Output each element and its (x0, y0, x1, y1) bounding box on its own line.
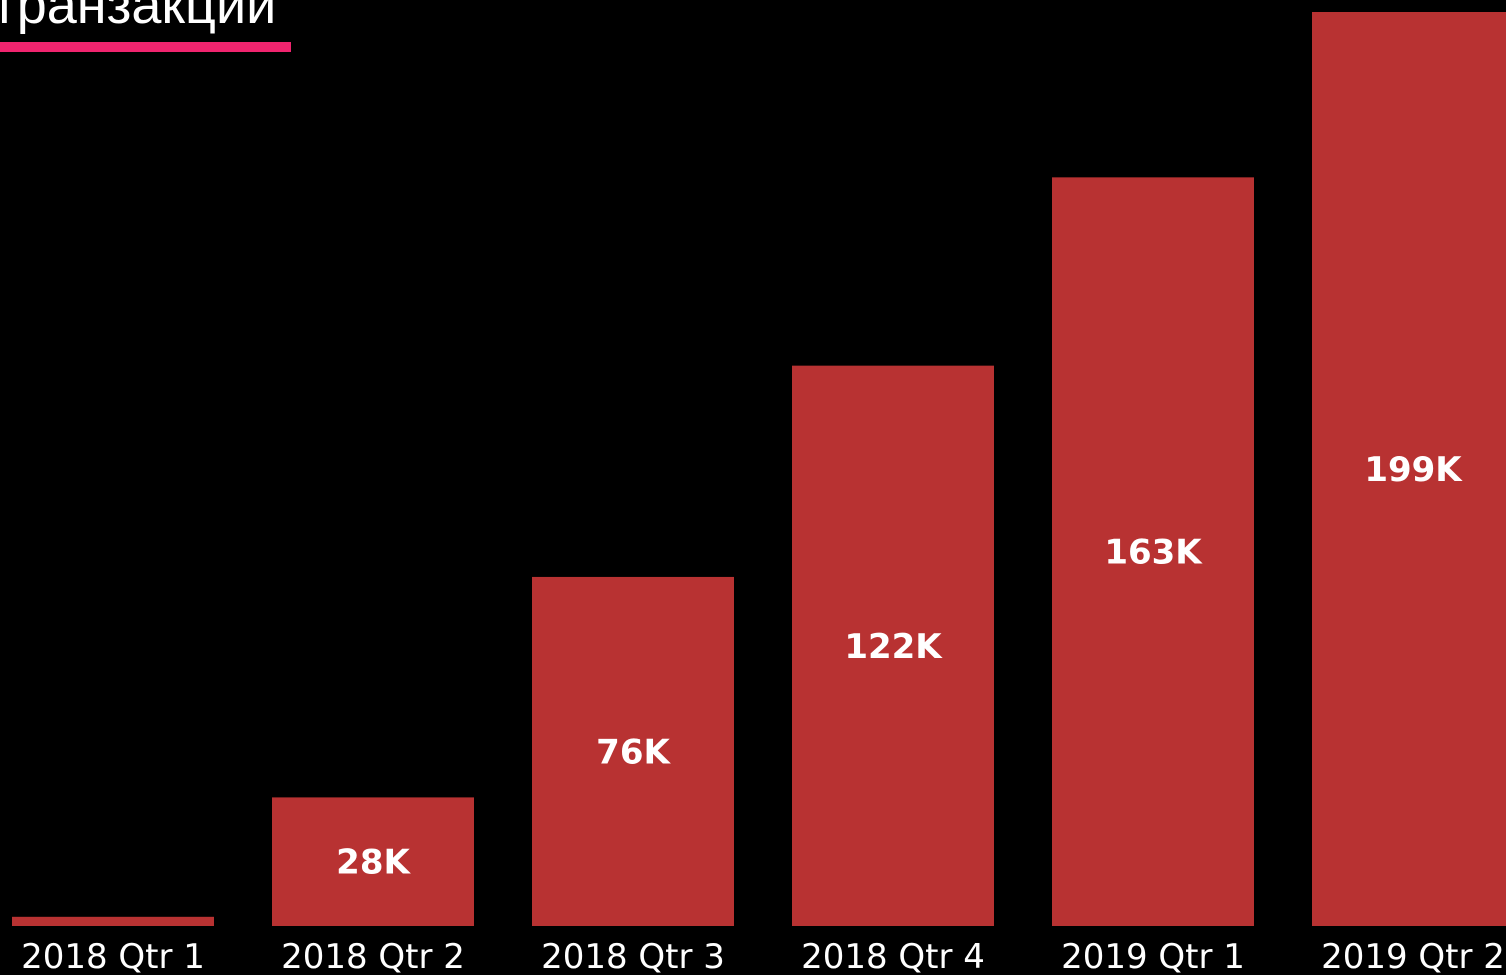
bar-data-label: 163K (1104, 533, 1203, 573)
x-tick-label: 2019 Qtr 2 (1321, 937, 1505, 975)
bar-data-label: 76K (596, 732, 671, 772)
x-tick-label: 2018 Qtr 4 (801, 937, 985, 975)
bar-2018-qtr-4 (792, 365, 994, 926)
x-tick-label: 2018 Qtr 3 (541, 937, 725, 975)
bar-2019-qtr-1 (1052, 177, 1254, 926)
x-tick-label: 2018 Qtr 1 (21, 937, 205, 975)
chart-title: транзакции (0, 0, 277, 35)
bar-data-label: 28K (336, 843, 411, 883)
bar-data-label: 122K (844, 627, 943, 667)
bar-data-label: 199K (1364, 450, 1463, 490)
bar-2018-qtr-3 (532, 576, 734, 926)
title-underline (0, 42, 291, 52)
x-tick-label: 2018 Qtr 2 (281, 937, 465, 975)
bar-2019-qtr-2 (1312, 12, 1506, 926)
bar-2018-qtr-1 (12, 916, 214, 926)
bar-2018-qtr-2 (272, 797, 474, 926)
x-tick-label: 2019 Qtr 1 (1061, 937, 1245, 975)
